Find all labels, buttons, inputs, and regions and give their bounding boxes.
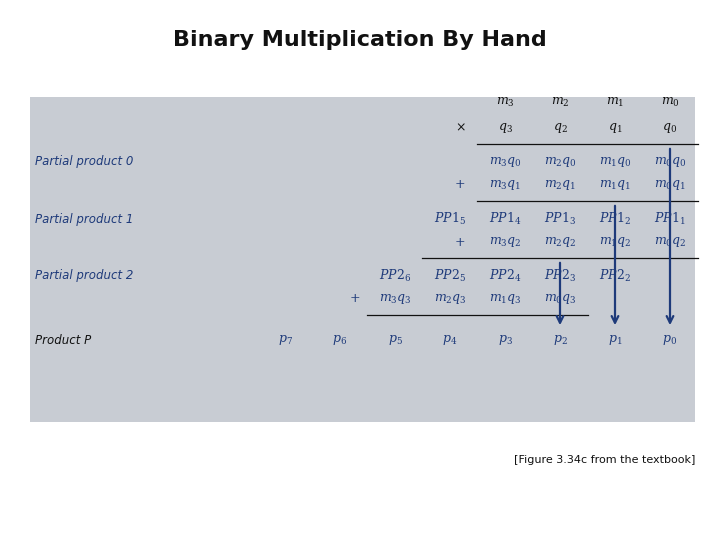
Text: $q_1$: $q_1$ xyxy=(608,121,622,135)
Text: [Figure 3.34c from the textbook]: [Figure 3.34c from the textbook] xyxy=(513,455,695,465)
Text: $PP1_1$: $PP1_1$ xyxy=(654,211,685,227)
Text: $m_1q_1$: $m_1q_1$ xyxy=(599,178,631,192)
FancyBboxPatch shape xyxy=(30,97,695,422)
Text: $m_1q_0$: $m_1q_0$ xyxy=(598,155,631,169)
Text: $p_2$: $p_2$ xyxy=(553,333,567,347)
Text: $m_0q_2$: $m_0q_2$ xyxy=(654,235,686,249)
Text: $m_3$: $m_3$ xyxy=(495,96,514,109)
Text: Binary Multiplication By Hand: Binary Multiplication By Hand xyxy=(173,30,547,50)
Text: $m_1q_2$: $m_1q_2$ xyxy=(599,235,631,249)
Text: $m_3q_2$: $m_3q_2$ xyxy=(489,235,521,249)
Text: $+$: $+$ xyxy=(454,235,466,248)
Text: $p_3$: $p_3$ xyxy=(498,333,513,347)
Text: $m_3q_0$: $m_3q_0$ xyxy=(489,155,521,169)
Text: $m_0q_0$: $m_0q_0$ xyxy=(654,155,686,169)
Text: $m_3q_3$: $m_3q_3$ xyxy=(379,292,411,306)
Text: $p_7$: $p_7$ xyxy=(277,333,292,347)
Text: $PP1_4$: $PP1_4$ xyxy=(489,211,521,227)
Text: $PP1_5$: $PP1_5$ xyxy=(434,211,466,227)
Text: Partial product 0: Partial product 0 xyxy=(35,156,133,168)
Text: $m_2q_0$: $m_2q_0$ xyxy=(544,155,577,169)
Text: $m_2$: $m_2$ xyxy=(551,96,570,109)
Text: $p_4$: $p_4$ xyxy=(442,333,458,347)
Text: $PP2_6$: $PP2_6$ xyxy=(379,268,411,284)
Text: $m_0q_1$: $m_0q_1$ xyxy=(654,178,686,192)
Text: $m_0$: $m_0$ xyxy=(660,96,680,109)
Text: $m_1q_3$: $m_1q_3$ xyxy=(489,292,521,306)
Text: $\times$: $\times$ xyxy=(454,122,465,134)
Text: Product P: Product P xyxy=(35,334,91,347)
Text: $+$: $+$ xyxy=(349,293,361,306)
Text: $p_6$: $p_6$ xyxy=(333,333,348,347)
Text: $m_2q_2$: $m_2q_2$ xyxy=(544,235,576,249)
Text: $PP2_2$: $PP2_2$ xyxy=(599,268,631,284)
Text: $m_1$: $m_1$ xyxy=(606,96,624,109)
Text: $PP2_5$: $PP2_5$ xyxy=(434,268,466,284)
Text: $p_0$: $p_0$ xyxy=(662,333,678,347)
Text: $m_2q_3$: $m_2q_3$ xyxy=(433,292,467,306)
Text: $PP2_4$: $PP2_4$ xyxy=(489,268,521,284)
Text: $q_3$: $q_3$ xyxy=(498,121,513,135)
Text: $PP2_3$: $PP2_3$ xyxy=(544,268,576,284)
Text: Partial product 1: Partial product 1 xyxy=(35,213,133,226)
Text: $m_3q_1$: $m_3q_1$ xyxy=(489,178,521,192)
Text: $m_2q_1$: $m_2q_1$ xyxy=(544,178,576,192)
Text: Partial product 2: Partial product 2 xyxy=(35,269,133,282)
Text: $m_0q_3$: $m_0q_3$ xyxy=(544,292,576,306)
Text: $p_1$: $p_1$ xyxy=(608,333,622,347)
Text: $PP1_3$: $PP1_3$ xyxy=(544,211,576,227)
Text: $+$: $+$ xyxy=(454,179,466,192)
Text: $q_2$: $q_2$ xyxy=(553,121,567,135)
Text: $PP1_2$: $PP1_2$ xyxy=(599,211,631,227)
Text: $p_5$: $p_5$ xyxy=(387,333,402,347)
Text: $q_0$: $q_0$ xyxy=(662,121,678,135)
